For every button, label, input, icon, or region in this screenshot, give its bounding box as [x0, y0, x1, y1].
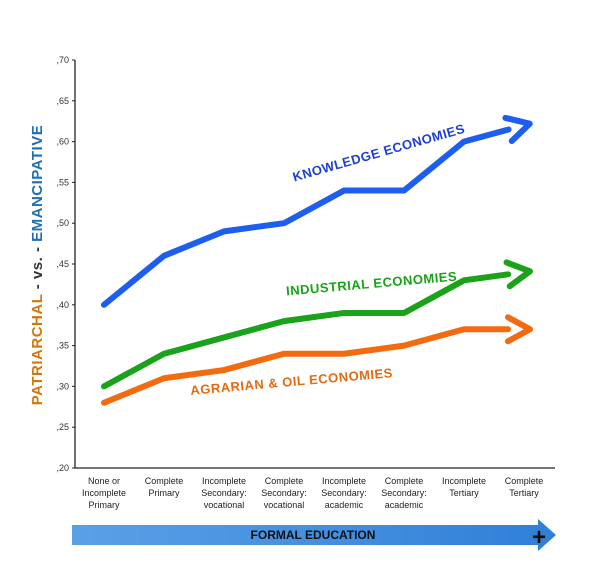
x-category-label: Complete Secondary: academic [381, 476, 427, 510]
x-category-line: Incomplete [322, 476, 366, 486]
x-category-line: vocational [264, 500, 305, 510]
x-category-group: None or Incomplete Primary Complete Primary I… [82, 476, 543, 510]
x-category-label: Complete Secondary: vocational [261, 476, 307, 510]
y-axis-label-vs: - vs. - [29, 242, 46, 294]
x-category-line: Primary [149, 488, 180, 498]
x-category-label: Complete Tertiary [505, 476, 544, 498]
x-category-line: Secondary: [261, 488, 307, 498]
x-category-line: Tertiary [509, 488, 539, 498]
y-tick-label: ,70 [56, 55, 69, 65]
y-tick-label: ,40 [56, 300, 69, 310]
y-axis-label-emancipative: EMANCIPATIVE [29, 125, 46, 242]
series-label-0: KNOWLEDGE ECONOMIES [291, 121, 467, 185]
y-tick-group: ,20 ,25 ,30 ,35 ,40 ,45 ,50 ,55 ,60 ,65 ,70 [56, 55, 75, 473]
x-category-label: None or Incomplete Primary [82, 476, 126, 510]
y-tick-label: ,20 [56, 463, 69, 473]
x-category-line: academic [385, 500, 424, 510]
x-category-line: Complete [385, 476, 424, 486]
x-category-line: Complete [145, 476, 184, 486]
x-category-label: Complete Primary [145, 476, 184, 498]
y-axis-label-patriarchal: PATRIARCHAL [29, 294, 46, 405]
x-category-line: Incomplete [202, 476, 246, 486]
x-category-line: Complete [265, 476, 304, 486]
x-category-line: Complete [505, 476, 544, 486]
y-tick-label: ,55 [56, 177, 69, 187]
x-category-line: Tertiary [449, 488, 479, 498]
series-arrowhead-1 [503, 259, 533, 290]
series-line-0 [101, 126, 512, 308]
formal-education-arrow [72, 519, 556, 551]
x-category-line: academic [325, 500, 364, 510]
y-tick-label: ,30 [56, 381, 69, 391]
x-category-line: None or [88, 476, 120, 486]
x-category-line: Secondary: [321, 488, 367, 498]
y-axis-label: PATRIARCHAL - vs. - EMANCIPATIVE [29, 125, 46, 405]
x-category-label: Incomplete Secondary: academic [321, 476, 367, 510]
series-label-1: INDUSTRIAL ECONOMIES [285, 269, 457, 299]
y-tick-label: ,60 [56, 137, 69, 147]
x-category-line: Secondary: [201, 488, 247, 498]
y-tick-label: ,25 [56, 422, 69, 432]
series-group [101, 114, 533, 406]
x-category-line: Primary [89, 500, 120, 510]
x-category-line: Incomplete [442, 476, 486, 486]
y-tick-label: ,50 [56, 218, 69, 228]
formal-education-label: FORMAL EDUCATION [251, 528, 376, 542]
series-line-1 [101, 271, 512, 390]
formal-education-bar: FORMAL EDUCATION + [72, 519, 556, 551]
x-category-label: Incomplete Tertiary [442, 476, 486, 498]
y-tick-label: ,35 [56, 341, 69, 351]
x-category-label: Incomplete Secondary: vocational [201, 476, 247, 510]
y-tick-label: ,65 [56, 96, 69, 106]
x-category-line: Secondary: [381, 488, 427, 498]
y-tick-label: ,45 [56, 259, 69, 269]
x-category-line: Incomplete [82, 488, 126, 498]
series-line-2 [101, 326, 511, 406]
x-category-line: vocational [204, 500, 245, 510]
series-arrowhead-0 [502, 114, 533, 145]
series-arrowhead-2 [505, 314, 533, 345]
formal-education-plus: + [532, 524, 546, 551]
